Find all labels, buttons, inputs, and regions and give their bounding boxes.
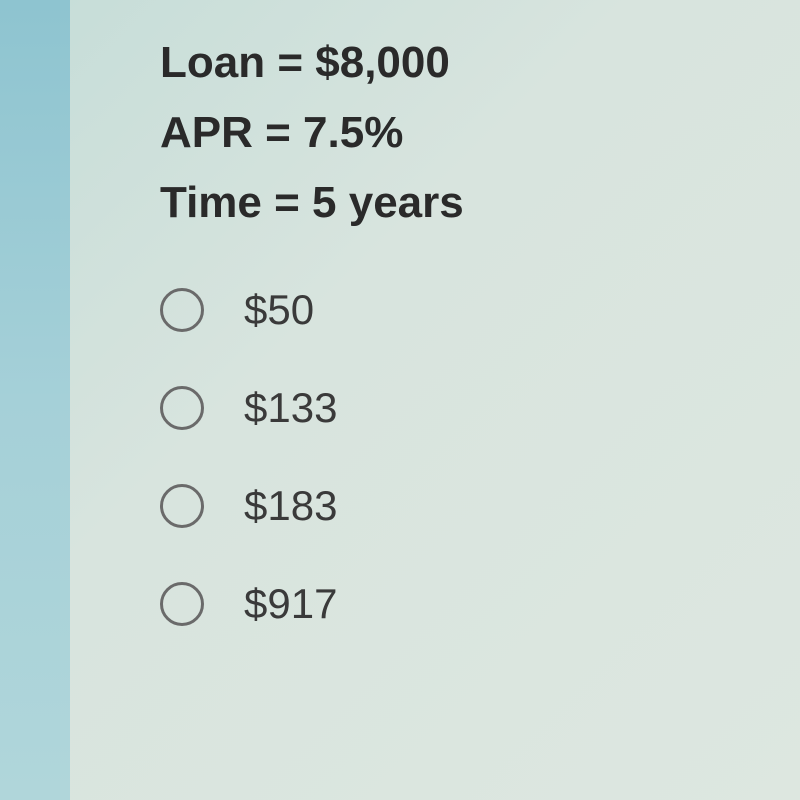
option-label: $917 xyxy=(244,580,337,628)
option-label: $183 xyxy=(244,482,337,530)
option-1[interactable]: $50 xyxy=(160,286,780,334)
radio-icon[interactable] xyxy=(160,288,204,332)
radio-icon[interactable] xyxy=(160,386,204,430)
option-4[interactable]: $917 xyxy=(160,580,780,628)
question-line-1: Loan = $8,000 xyxy=(160,30,780,96)
radio-icon[interactable] xyxy=(160,582,204,626)
question-line-3: Time = 5 years xyxy=(160,170,780,236)
option-label: $133 xyxy=(244,384,337,432)
sidebar-strip xyxy=(0,0,70,800)
options-group: $50 $133 $183 $917 xyxy=(160,286,780,628)
question-line-2: APR = 7.5% xyxy=(160,100,780,166)
option-2[interactable]: $133 xyxy=(160,384,780,432)
radio-icon[interactable] xyxy=(160,484,204,528)
question-content: Loan = $8,000 APR = 7.5% Time = 5 years … xyxy=(70,0,800,800)
option-3[interactable]: $183 xyxy=(160,482,780,530)
option-label: $50 xyxy=(244,286,314,334)
